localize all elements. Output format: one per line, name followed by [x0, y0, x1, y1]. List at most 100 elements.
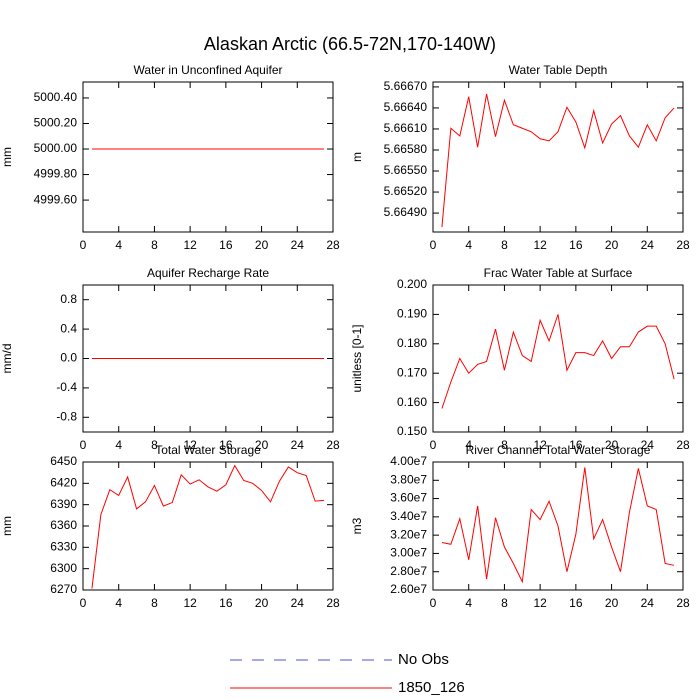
x-tick-label: 20 [255, 596, 269, 610]
chart-title: Total Water Storage [155, 443, 261, 457]
x-tick-label: 0 [80, 596, 87, 610]
chart-title: Frac Water Table at Surface [484, 266, 633, 280]
y-tick-label: 6270 [50, 582, 77, 596]
x-tick-label: 12 [183, 238, 197, 252]
y-axis-label: m3 [350, 517, 364, 534]
x-tick-label: 28 [676, 238, 690, 252]
x-tick-label: 4 [465, 238, 472, 252]
x-tick-label: 12 [183, 438, 197, 452]
y-tick-label: 4999.60 [34, 192, 78, 206]
x-tick-label: 0 [80, 438, 87, 452]
y-tick-label: 5.66550 [384, 163, 428, 177]
y-tick-label: 5000.40 [34, 90, 78, 104]
y-tick-label: 6420 [50, 476, 77, 490]
y-tick-label: 0.8 [60, 292, 77, 306]
x-tick-label: 20 [255, 438, 269, 452]
x-tick-label: 24 [641, 238, 655, 252]
x-tick-label: 4 [465, 438, 472, 452]
legend-label: No Obs [398, 651, 449, 668]
page-title: Alaskan Arctic (66.5-72N,170-140W) [204, 34, 496, 54]
y-tick-label: 3.80e7 [390, 472, 427, 486]
x-tick-label: 0 [430, 438, 437, 452]
plot-frame [82, 81, 334, 233]
chart-title: Water in Unconfined Aquifer [134, 63, 283, 77]
y-tick-label: 0.0 [60, 351, 77, 365]
x-tick-label: 16 [219, 238, 233, 252]
x-tick-label: 20 [605, 238, 619, 252]
x-tick-label: 4 [115, 596, 122, 610]
x-tick-label: 16 [219, 596, 233, 610]
y-tick-label: 4999.80 [34, 167, 78, 181]
y-tick-label: 0.170 [397, 365, 427, 379]
x-tick-label: 28 [676, 438, 690, 452]
x-tick-label: 12 [183, 596, 197, 610]
x-tick-label: 8 [501, 438, 508, 452]
x-tick-label: 4 [115, 438, 122, 452]
x-tick-label: 8 [151, 438, 158, 452]
y-tick-label: 3.20e7 [390, 527, 427, 541]
y-tick-label: 5.66580 [384, 142, 428, 156]
x-tick-label: 24 [291, 438, 305, 452]
y-tick-label: 0.180 [397, 336, 427, 350]
y-tick-label: 5000.00 [34, 141, 78, 155]
y-axis-label: mm [0, 516, 14, 536]
y-tick-label: 0.190 [397, 307, 427, 321]
x-tick-label: 8 [151, 596, 158, 610]
x-tick-label: 16 [569, 596, 583, 610]
plot-frame [82, 461, 334, 591]
y-tick-label: 3.40e7 [390, 509, 427, 523]
y-tick-label: 5.66520 [384, 184, 428, 198]
y-tick-label: 6330 [50, 540, 77, 554]
x-tick-label: 24 [641, 438, 655, 452]
x-tick-label: 8 [501, 238, 508, 252]
y-axis-label: m [350, 152, 364, 162]
y-axis-label: mm [0, 147, 14, 167]
x-tick-label: 16 [219, 438, 233, 452]
x-tick-label: 8 [501, 596, 508, 610]
x-tick-label: 20 [255, 238, 269, 252]
data-line [91, 464, 325, 589]
y-tick-label: 2.60e7 [390, 582, 427, 596]
y-tick-label: 5.66640 [384, 100, 428, 114]
y-tick-label: 5.66490 [384, 205, 428, 219]
y-tick-label: 4.00e7 [390, 454, 427, 468]
y-tick-label: 6450 [50, 454, 77, 468]
x-tick-label: 0 [430, 596, 437, 610]
y-tick-label: 3.60e7 [390, 491, 427, 505]
x-tick-label: 28 [676, 596, 690, 610]
data-line [441, 467, 675, 584]
x-tick-label: 20 [605, 596, 619, 610]
y-tick-label: 6300 [50, 561, 77, 575]
y-tick-label: 5.66670 [384, 79, 428, 93]
chart-title: River Channel Total Water Storage [466, 443, 651, 457]
y-tick-label: 0.200 [397, 277, 427, 291]
data-line [441, 314, 675, 409]
x-tick-label: 24 [291, 596, 305, 610]
x-tick-label: 0 [430, 238, 437, 252]
y-axis-label: mm/d [0, 344, 14, 374]
y-tick-label: -0.4 [56, 380, 77, 394]
plot-frame [432, 461, 684, 591]
data-line [441, 93, 675, 228]
x-tick-label: 16 [569, 438, 583, 452]
x-tick-label: 8 [151, 238, 158, 252]
x-tick-label: 12 [533, 438, 547, 452]
y-tick-label: 0.4 [60, 321, 77, 335]
y-tick-label: 5.66610 [384, 121, 428, 135]
x-tick-label: 12 [533, 596, 547, 610]
x-tick-label: 20 [605, 438, 619, 452]
plot-frame [432, 81, 684, 233]
y-tick-label: 6390 [50, 497, 77, 511]
x-tick-label: 28 [326, 438, 340, 452]
chart-title: Aquifer Recharge Rate [147, 266, 269, 280]
x-tick-label: 28 [326, 596, 340, 610]
y-tick-label: 5000.20 [34, 116, 78, 130]
plot-frame [432, 284, 684, 433]
x-tick-label: 0 [80, 238, 87, 252]
y-axis-label: unitless [0-1] [350, 324, 364, 392]
legend-label: 1850_126 [398, 679, 465, 696]
x-tick-label: 24 [641, 596, 655, 610]
x-tick-label: 16 [569, 238, 583, 252]
x-tick-label: 4 [465, 596, 472, 610]
